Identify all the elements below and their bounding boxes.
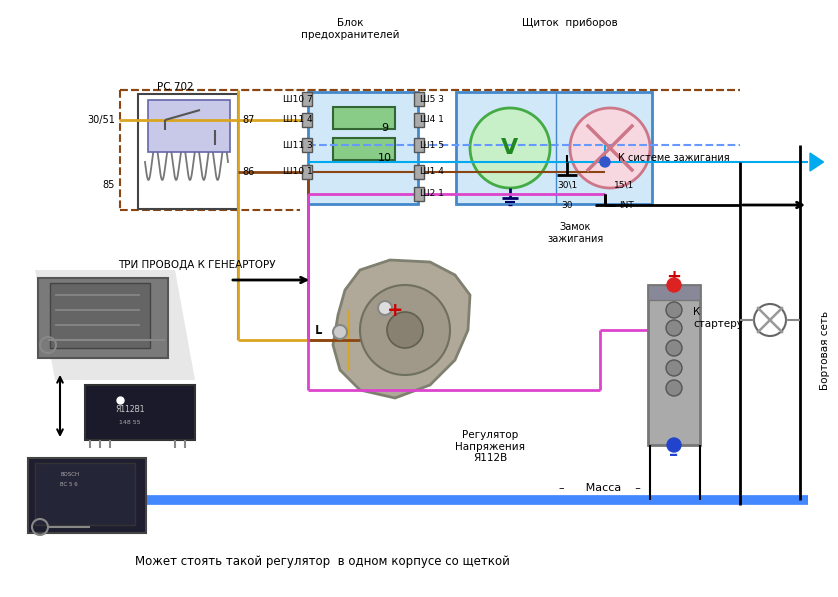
Text: Ш10 7: Ш10 7 bbox=[283, 94, 313, 103]
Polygon shape bbox=[35, 270, 195, 380]
Bar bbox=[648, 285, 700, 300]
Circle shape bbox=[378, 301, 392, 315]
Text: Я112В1: Я112В1 bbox=[116, 405, 145, 414]
Text: Ш4 1: Ш4 1 bbox=[420, 115, 444, 125]
Circle shape bbox=[600, 157, 610, 167]
Circle shape bbox=[667, 278, 681, 292]
Circle shape bbox=[754, 304, 786, 336]
Text: 30/51: 30/51 bbox=[87, 115, 115, 125]
Text: –      Масса    –: – Масса – bbox=[559, 483, 641, 493]
Bar bbox=[414, 187, 424, 201]
Bar bbox=[648, 285, 700, 445]
Bar bbox=[333, 107, 395, 129]
Circle shape bbox=[666, 320, 682, 336]
Text: РС 702: РС 702 bbox=[157, 82, 194, 92]
Text: Регулятор
Напряжения
Я112В: Регулятор Напряжения Я112В bbox=[455, 430, 525, 463]
Bar bbox=[302, 165, 312, 179]
Circle shape bbox=[666, 380, 682, 396]
Text: 30: 30 bbox=[561, 201, 572, 210]
Text: Ш2 1: Ш2 1 bbox=[420, 189, 444, 198]
Text: V: V bbox=[501, 138, 519, 158]
Circle shape bbox=[333, 325, 347, 339]
Bar bbox=[35, 463, 135, 525]
Bar bbox=[333, 138, 395, 160]
Text: INT: INT bbox=[618, 201, 634, 210]
Bar bbox=[138, 94, 238, 209]
Text: +: + bbox=[666, 268, 681, 286]
Text: Ш10 1: Ш10 1 bbox=[283, 168, 313, 177]
Bar bbox=[302, 113, 312, 127]
Bar bbox=[414, 92, 424, 106]
Text: 10: 10 bbox=[378, 153, 392, 163]
Text: +: + bbox=[387, 300, 403, 319]
Bar bbox=[50, 283, 150, 348]
Text: Блок
предохранителей: Блок предохранителей bbox=[301, 18, 399, 39]
Text: L: L bbox=[315, 324, 322, 337]
Circle shape bbox=[387, 312, 423, 348]
Bar bbox=[28, 458, 146, 533]
Bar bbox=[302, 92, 312, 106]
Text: ТРИ ПРОВОДА К ГЕНЕАРТОРУ: ТРИ ПРОВОДА К ГЕНЕАРТОРУ bbox=[118, 260, 276, 270]
Text: 30\1: 30\1 bbox=[557, 180, 577, 189]
Text: 9: 9 bbox=[381, 123, 389, 133]
Bar bbox=[38, 278, 168, 358]
Circle shape bbox=[666, 340, 682, 356]
Polygon shape bbox=[810, 153, 824, 171]
Text: 85: 85 bbox=[102, 180, 115, 190]
Text: 86: 86 bbox=[242, 167, 254, 177]
Text: К системе зажигания: К системе зажигания bbox=[618, 153, 730, 163]
Text: Ш5 3: Ш5 3 bbox=[420, 94, 444, 103]
Bar bbox=[148, 100, 230, 152]
Bar bbox=[414, 113, 424, 127]
Bar bbox=[85, 385, 195, 440]
Bar bbox=[414, 165, 424, 179]
Bar bbox=[308, 92, 418, 204]
Text: BOSCH: BOSCH bbox=[60, 472, 79, 478]
Text: Ш1 4: Ш1 4 bbox=[420, 168, 444, 177]
Circle shape bbox=[570, 108, 650, 188]
Circle shape bbox=[666, 302, 682, 318]
Circle shape bbox=[666, 360, 682, 376]
Text: –: – bbox=[670, 446, 679, 464]
Text: Может стоять такой регулятор  в одном корпусе со щеткой: Может стоять такой регулятор в одном кор… bbox=[135, 555, 510, 568]
Text: Ш1 5: Ш1 5 bbox=[420, 140, 444, 149]
Text: 15\1: 15\1 bbox=[614, 180, 634, 189]
Text: BC 5 6: BC 5 6 bbox=[60, 482, 78, 488]
Text: Ш11 4: Ш11 4 bbox=[283, 115, 313, 125]
Text: Ш11 3: Ш11 3 bbox=[283, 140, 313, 149]
Text: Бортовая сеть: Бортовая сеть bbox=[820, 310, 830, 390]
Circle shape bbox=[360, 285, 450, 375]
Text: К
стартеру: К стартеру bbox=[693, 307, 742, 329]
Bar bbox=[414, 138, 424, 152]
Circle shape bbox=[470, 108, 550, 188]
Text: Замок
зажигания: Замок зажигания bbox=[547, 222, 603, 244]
Bar bbox=[302, 138, 312, 152]
Text: 148 55: 148 55 bbox=[119, 420, 141, 424]
Text: L: L bbox=[316, 325, 322, 335]
Polygon shape bbox=[333, 260, 470, 398]
Text: 87: 87 bbox=[242, 115, 255, 125]
Text: Щиток  приборов: Щиток приборов bbox=[522, 18, 618, 28]
Circle shape bbox=[667, 438, 681, 452]
Bar bbox=[456, 92, 652, 204]
